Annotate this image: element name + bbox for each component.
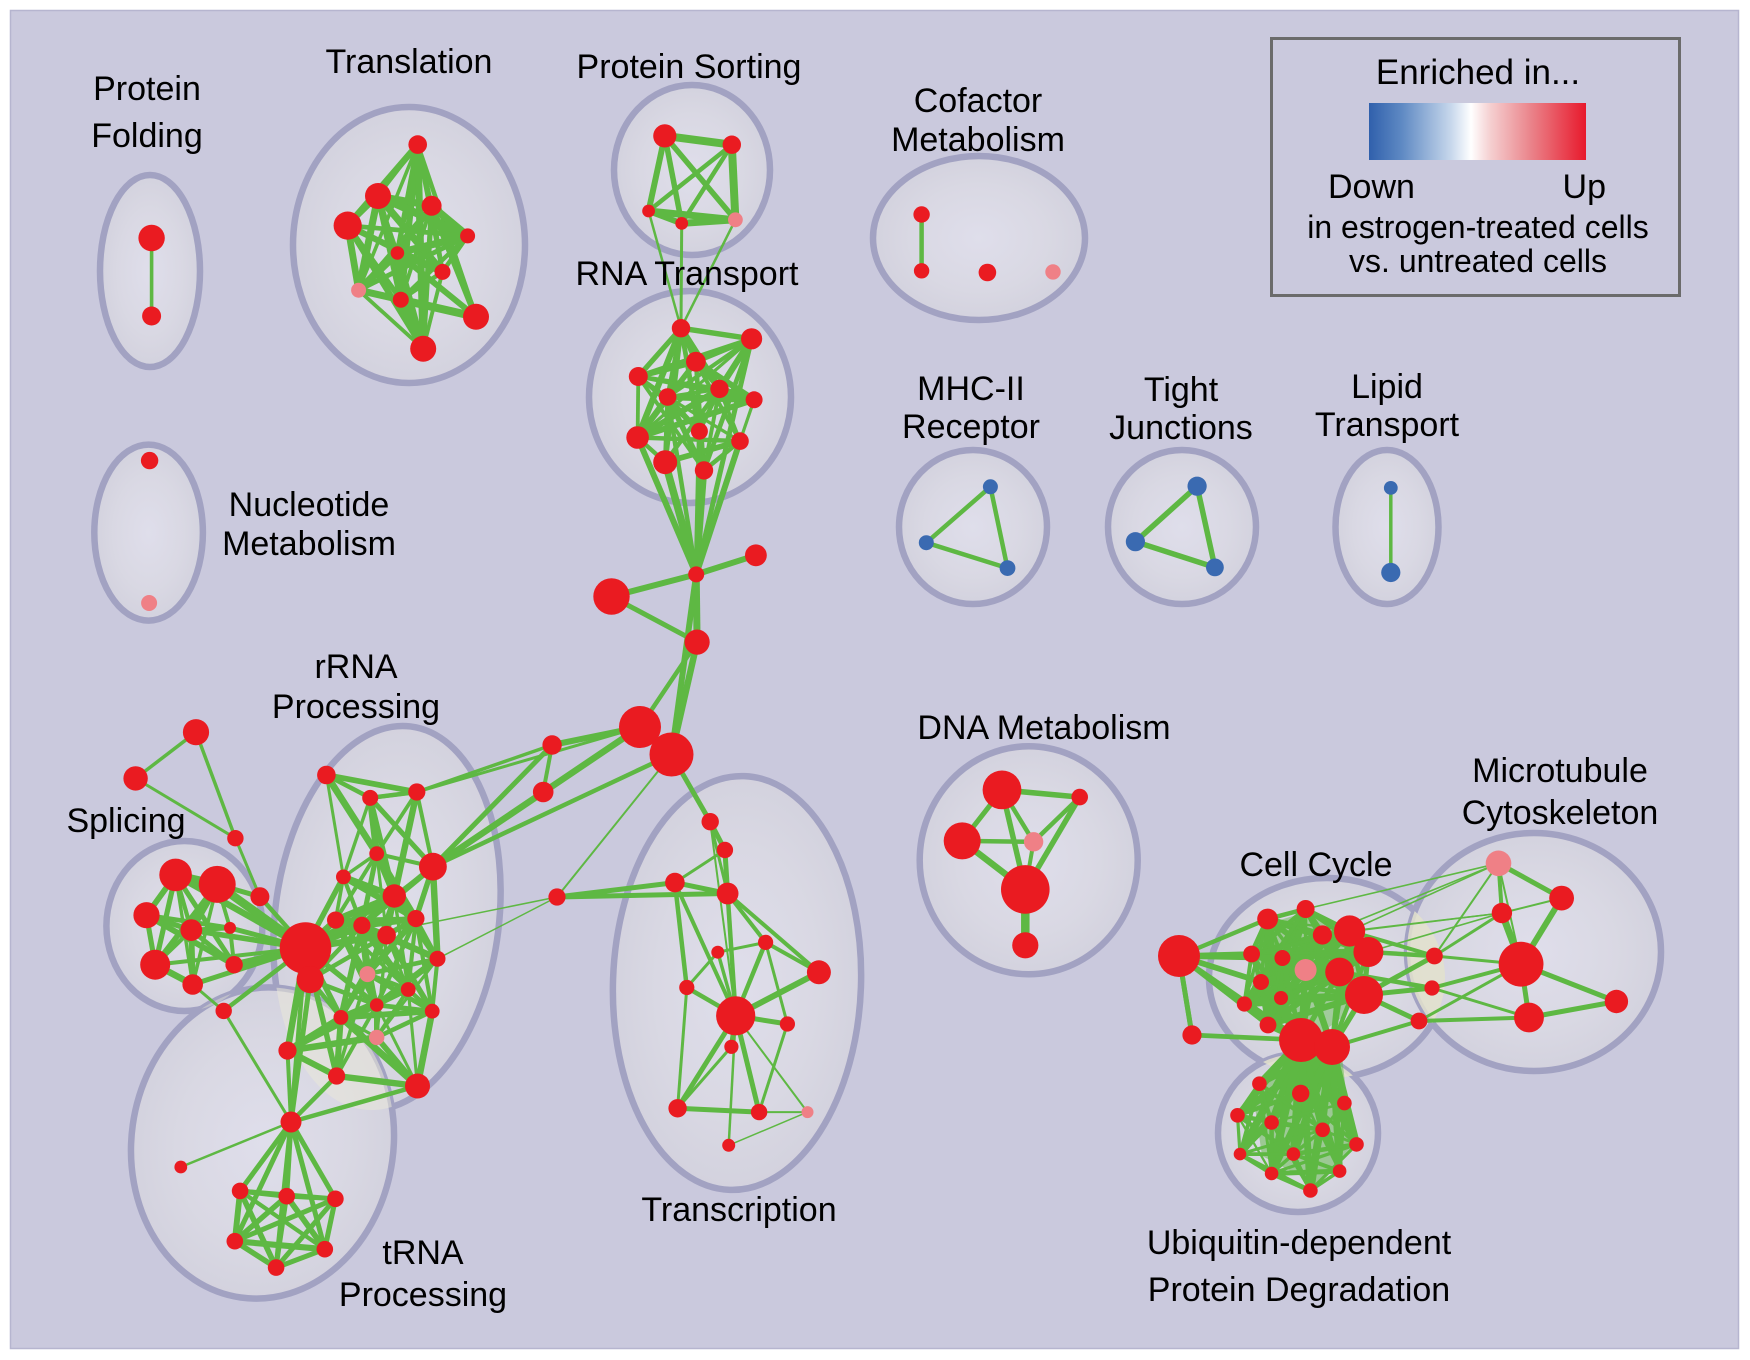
svg-text:Transport: Transport xyxy=(1315,406,1460,444)
svg-text:Protein Degradation: Protein Degradation xyxy=(1148,1271,1450,1309)
svg-text:Enriched in...: Enriched in... xyxy=(1376,53,1580,92)
svg-text:Nucleotide: Nucleotide xyxy=(229,486,390,524)
svg-text:Cofactor: Cofactor xyxy=(914,82,1043,120)
svg-text:rRNA: rRNA xyxy=(314,648,397,686)
svg-text:Cell Cycle: Cell Cycle xyxy=(1239,846,1392,884)
svg-text:Metabolism: Metabolism xyxy=(222,525,396,563)
svg-text:Metabolism: Metabolism xyxy=(891,121,1065,159)
svg-text:Cytoskeleton: Cytoskeleton xyxy=(1462,794,1659,832)
svg-text:Transcription: Transcription xyxy=(641,1191,836,1229)
svg-text:MHC-II: MHC-II xyxy=(917,370,1025,408)
svg-text:Up: Up xyxy=(1563,168,1606,206)
svg-text:Protein: Protein xyxy=(93,70,201,108)
svg-text:Splicing: Splicing xyxy=(66,802,185,840)
svg-text:Junctions: Junctions xyxy=(1109,409,1253,447)
svg-text:in estrogen-treated cells: in estrogen-treated cells xyxy=(1307,209,1649,245)
svg-text:Receptor: Receptor xyxy=(902,408,1040,446)
svg-text:Tight: Tight xyxy=(1144,371,1219,409)
svg-text:vs. untreated cells: vs. untreated cells xyxy=(1349,243,1607,279)
svg-text:tRNA: tRNA xyxy=(382,1234,464,1272)
svg-text:Lipid: Lipid xyxy=(1351,368,1423,406)
svg-text:RNA Transport: RNA Transport xyxy=(576,255,800,293)
svg-text:Ubiquitin-dependent: Ubiquitin-dependent xyxy=(1147,1224,1452,1262)
svg-text:Translation: Translation xyxy=(326,43,493,81)
svg-text:Protein Sorting: Protein Sorting xyxy=(577,48,802,86)
svg-text:Down: Down xyxy=(1328,168,1415,206)
svg-text:DNA Metabolism: DNA Metabolism xyxy=(917,709,1170,747)
svg-text:Microtubule: Microtubule xyxy=(1472,752,1648,790)
svg-text:Folding: Folding xyxy=(91,117,203,155)
svg-text:Processing: Processing xyxy=(272,688,440,726)
svg-text:Processing: Processing xyxy=(339,1276,507,1314)
